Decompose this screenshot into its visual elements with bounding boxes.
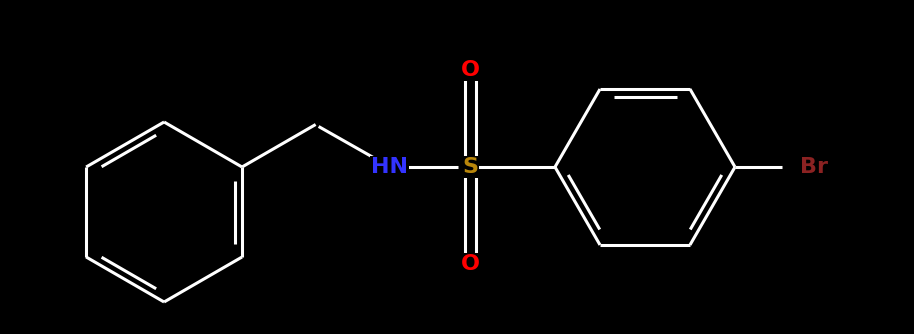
Text: O: O (461, 60, 480, 80)
Text: O: O (461, 254, 480, 274)
Text: HN: HN (371, 157, 408, 177)
Text: Br: Br (800, 157, 828, 177)
Text: S: S (462, 157, 478, 177)
